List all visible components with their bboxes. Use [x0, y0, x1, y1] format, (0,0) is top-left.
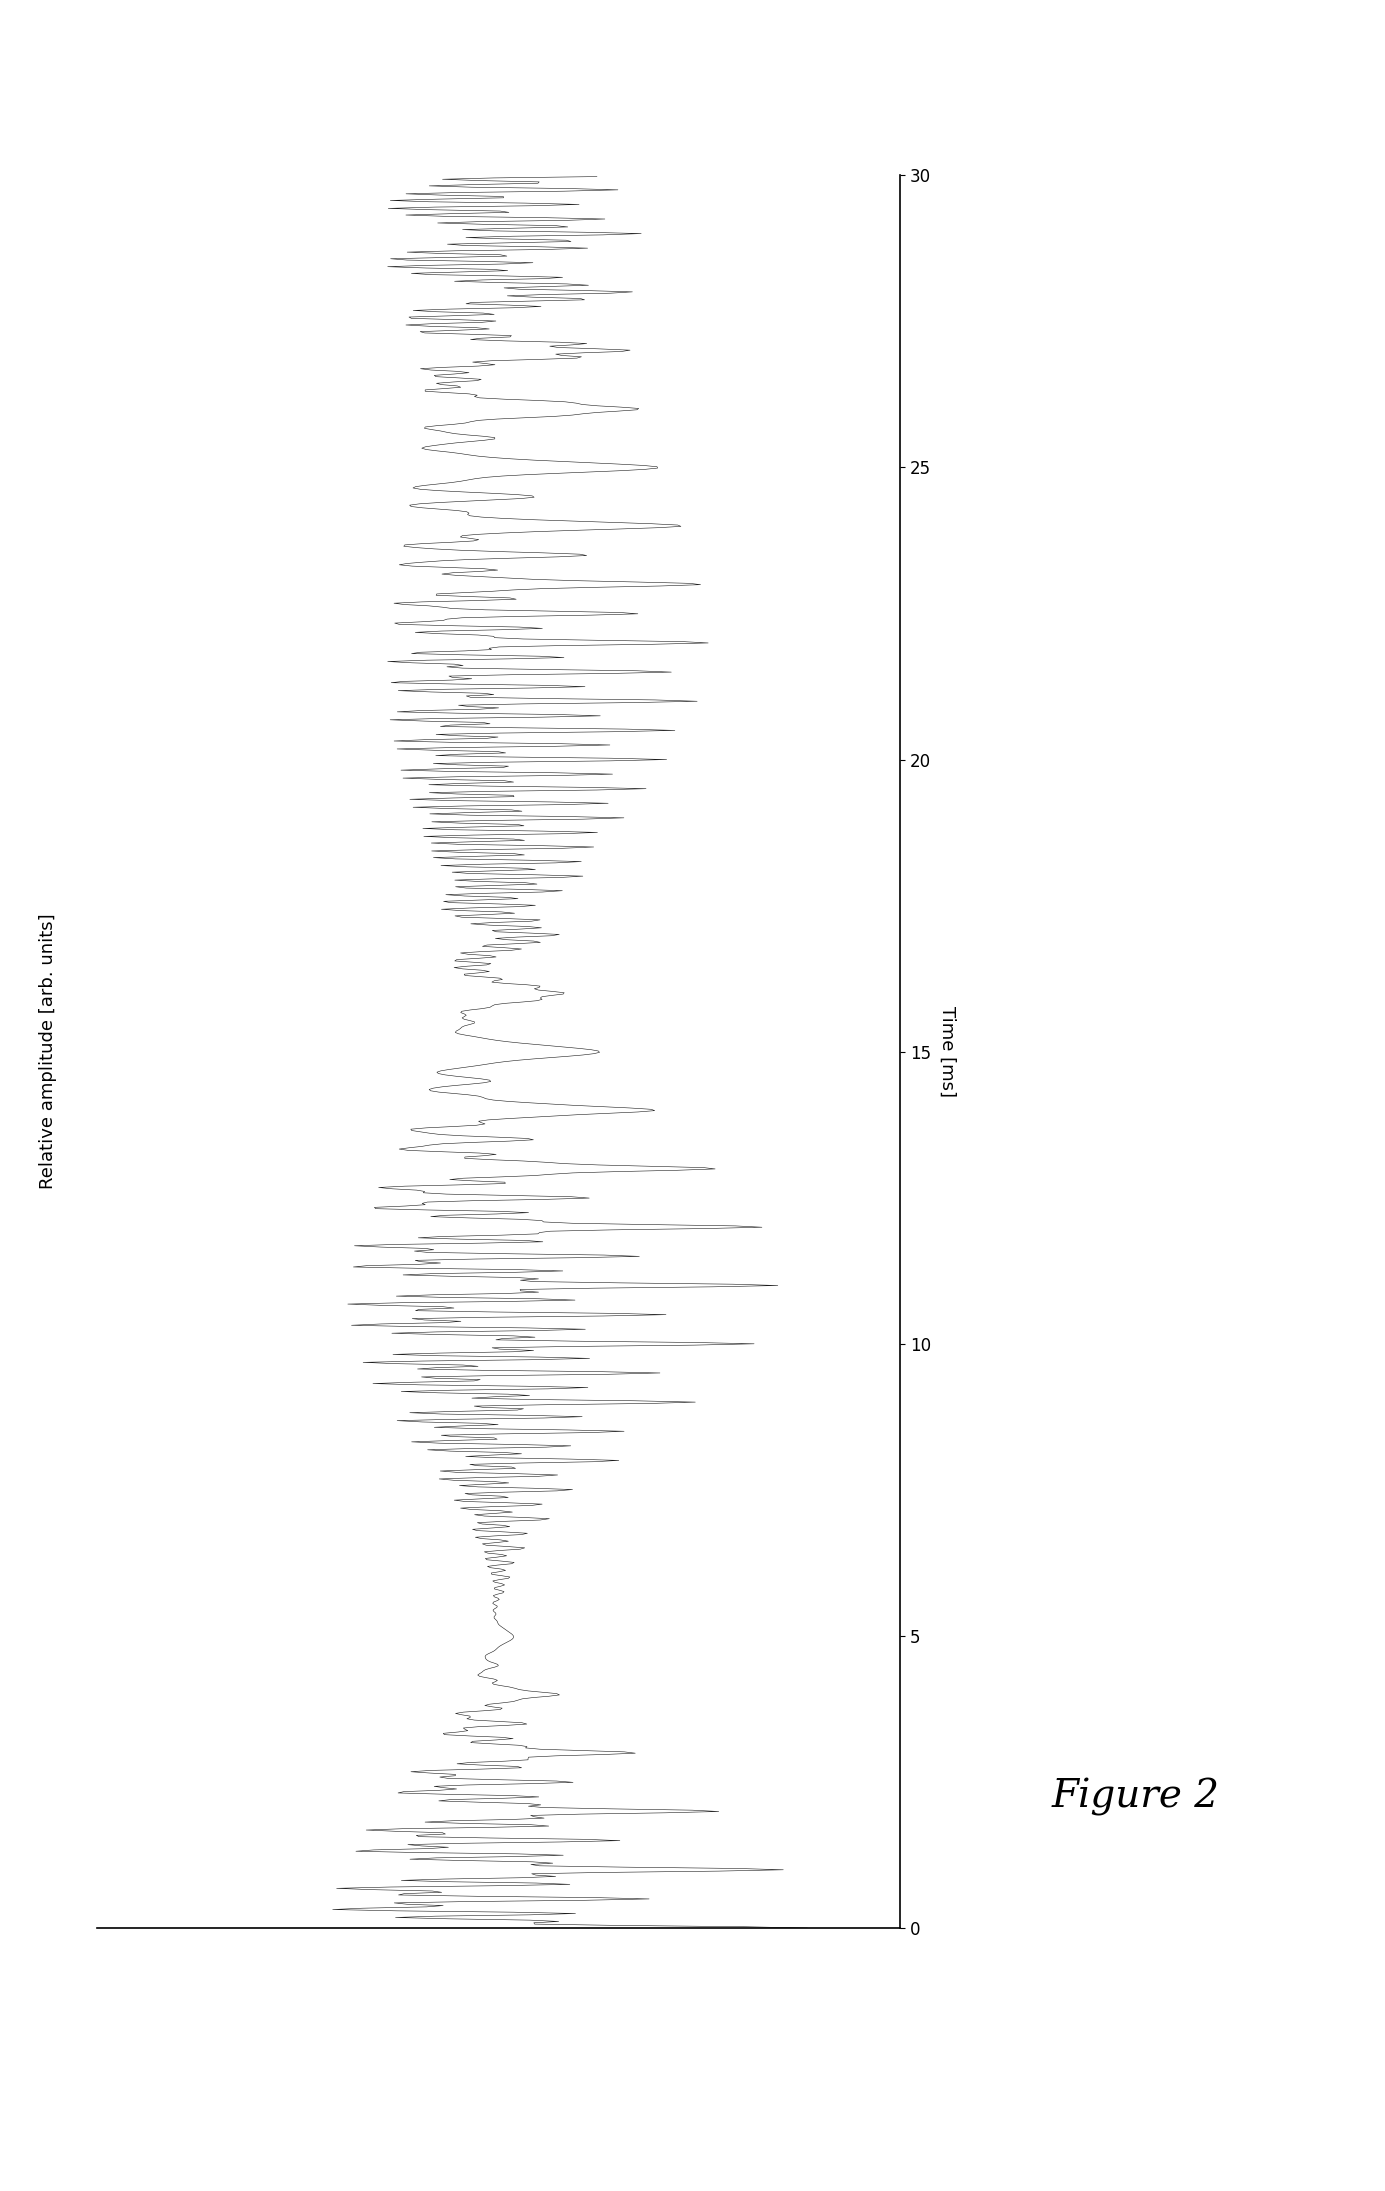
Text: Relative amplitude [arb. units]: Relative amplitude [arb. units] [40, 914, 57, 1190]
Text: Figure 2: Figure 2 [1051, 1777, 1220, 1816]
Y-axis label: Time [ms]: Time [ms] [938, 1006, 956, 1098]
